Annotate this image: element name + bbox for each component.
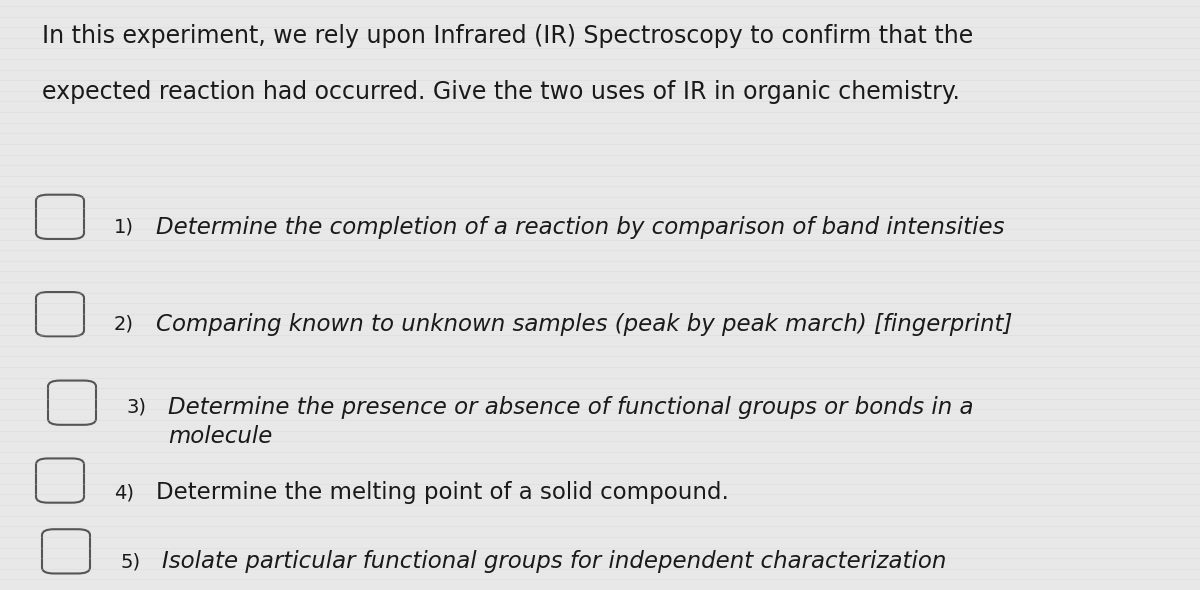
Text: 4): 4) <box>114 483 134 502</box>
Text: In this experiment, we rely upon Infrared (IR) Spectroscopy to confirm that the: In this experiment, we rely upon Infrare… <box>42 24 973 48</box>
Text: Isolate particular functional groups for independent characterization: Isolate particular functional groups for… <box>162 550 947 573</box>
Text: 2): 2) <box>114 315 134 334</box>
Text: Determine the presence or absence of functional groups or bonds in a: Determine the presence or absence of fun… <box>168 396 973 418</box>
Text: Determine the completion of a reaction by comparison of band intensities: Determine the completion of a reaction b… <box>156 216 1004 238</box>
Text: Determine the melting point of a solid compound.: Determine the melting point of a solid c… <box>156 481 728 504</box>
Text: molecule: molecule <box>168 425 272 448</box>
Text: 1): 1) <box>114 218 134 237</box>
Text: 3): 3) <box>126 398 146 417</box>
Text: Comparing known to unknown samples (peak by peak march) [fingerprint]: Comparing known to unknown samples (peak… <box>156 313 1013 336</box>
Text: expected reaction had occurred. Give the two uses of IR in organic chemistry.: expected reaction had occurred. Give the… <box>42 80 960 104</box>
Text: 5): 5) <box>120 552 140 571</box>
